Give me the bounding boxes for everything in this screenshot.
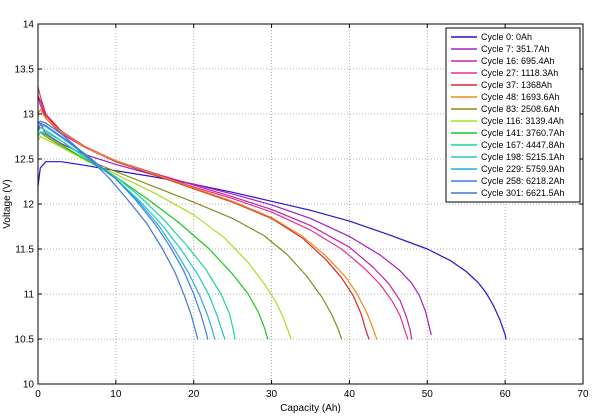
y-tick-label: 14 — [23, 20, 35, 31]
x-tick-label: 0 — [35, 389, 41, 400]
series-line-8 — [37, 131, 269, 340]
series-line-7 — [37, 135, 292, 340]
legend-label: Cycle 27: 1118.3Ah — [481, 68, 558, 78]
series-line-9 — [37, 126, 236, 340]
x-tick-label: 50 — [422, 389, 434, 400]
series-layer — [37, 86, 507, 340]
legend-label: Cycle 141: 3760.7Ah — [481, 128, 565, 138]
ticks: 0 10 20 30 40 50 60 701010.51111.51212.51313.51… — [15, 20, 589, 401]
legend-label: Cycle 167: 4447.8Ah — [481, 140, 565, 150]
series-line-3 — [37, 86, 409, 340]
y-tick-label: 11.5 — [15, 245, 34, 256]
series-line-6 — [37, 131, 343, 340]
legend-label: Cycle 16: 695.4Ah — [481, 56, 555, 66]
x-tick-label: 20 — [188, 389, 200, 400]
legend-label: Cycle 229: 5759.9Ah — [481, 164, 565, 174]
y-tick-label: 13 — [23, 110, 35, 121]
y-tick-label: 12 — [23, 200, 35, 211]
series-line-2 — [37, 95, 413, 340]
legend-label: Cycle 198: 5215.1Ah — [481, 152, 565, 162]
legend-label: Cycle 48: 1693.6Ah — [481, 92, 560, 102]
series-line-1 — [37, 122, 432, 336]
legend-box — [445, 27, 581, 203]
legend-label: Cycle 37: 1368Ah — [481, 80, 552, 90]
x-axis-title: Capacity (Ah) — [280, 403, 341, 414]
series-line-0 — [37, 161, 507, 340]
y-tick-label: 11 — [24, 290, 35, 301]
legend-label: Cycle 258: 6218.2Ah — [481, 176, 565, 186]
legend: Cycle 0: 0Ah Cycle 7: 351.7Ah Cycle 16: 69… — [445, 27, 581, 203]
x-tick-label: 40 — [344, 389, 356, 400]
legend-label: Cycle 0: 0Ah — [481, 32, 532, 42]
series-line-10 — [37, 131, 226, 340]
series-line-13 — [37, 120, 199, 340]
x-tick-label: 30 — [266, 389, 278, 400]
legend-label: Cycle 83: 2508.6Ah — [481, 104, 560, 114]
series-line-12 — [37, 122, 209, 340]
x-tick-label: 10 — [110, 389, 122, 400]
y-axis-title: Voltage (V) — [2, 179, 13, 228]
x-tick-label: 70 — [577, 389, 589, 400]
y-tick-label: 10.5 — [15, 335, 35, 346]
series-line-4 — [37, 95, 370, 340]
grid — [38, 24, 583, 384]
y-tick-label: 12.5 — [15, 155, 35, 166]
series-line-11 — [37, 124, 216, 340]
legend-label: Cycle 7: 351.7Ah — [481, 44, 550, 54]
y-tick-label: 13.5 — [15, 65, 35, 76]
legend-label: Cycle 116: 3139.4Ah — [481, 116, 564, 126]
legend-label: Cycle 301: 6621.5Ah — [481, 188, 565, 198]
x-tick-label: 60 — [500, 389, 512, 400]
y-tick-label: 10 — [23, 380, 35, 391]
series-line-5 — [37, 108, 378, 340]
